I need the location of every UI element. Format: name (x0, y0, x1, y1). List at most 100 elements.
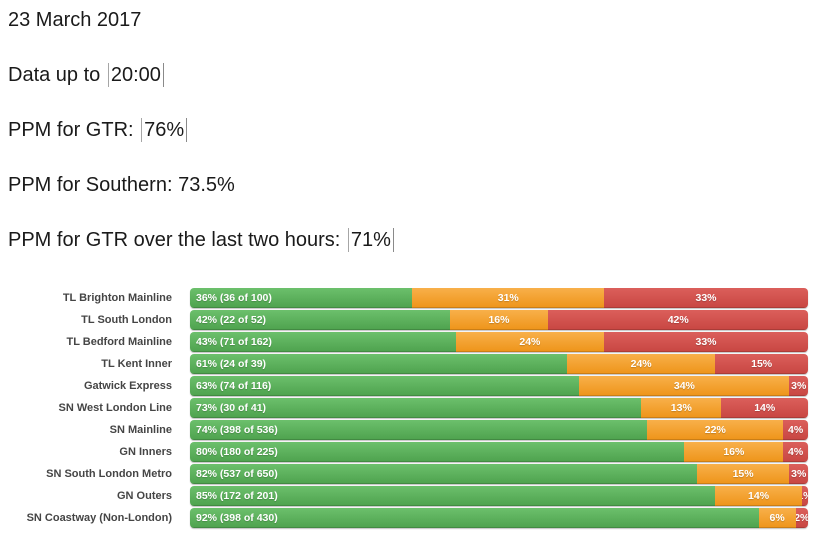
row-label: TL Bedford Mainline (66, 336, 172, 348)
chart-row: GN Inners 80% (180 of 225) 16% 4% (8, 442, 808, 462)
segment-red-label: 33% (695, 292, 717, 304)
chart-row: GN Outers 85% (172 of 201) 14% 1% (8, 486, 808, 506)
ppm-gtr-line: PPM for GTR: 76% (8, 118, 808, 142)
stacked-bar: 61% (24 of 39) 24% 15% (190, 354, 808, 374)
bar-segment-red: 3% (789, 464, 808, 484)
segment-green-label: 42% (22 of 52) (196, 314, 267, 326)
bar-segment-red: 33% (604, 332, 808, 352)
bar-segment-amber: 34% (579, 376, 790, 396)
data-up-to-field[interactable]: 20:00 (107, 63, 164, 87)
chart-row: SN South London Metro 82% (537 of 650) 1… (8, 464, 808, 484)
bar-segment-red: 3% (789, 376, 808, 396)
chart-row: SN Coastway (Non-London) 92% (398 of 430… (8, 508, 808, 528)
segment-amber-label: 15% (732, 468, 754, 480)
bar-segment-amber: 16% (684, 442, 784, 462)
bar-segment-red: 33% (604, 288, 808, 308)
ppm-gtr-field[interactable]: 76% (141, 118, 188, 142)
segment-red-label: 33% (695, 336, 717, 348)
segment-red-label: 3% (791, 380, 807, 392)
segment-amber-label: 31% (497, 292, 519, 304)
segment-red-label: 15% (751, 358, 773, 370)
segment-red-label: 4% (788, 446, 804, 458)
data-up-to-line: Data up to 20:00 (8, 63, 808, 87)
ppm-gtr-two-hours-label: PPM for GTR over the last two hours: (8, 229, 341, 251)
segment-red-label: 3% (791, 468, 807, 480)
segment-green-label: 92% (398 of 430) (196, 512, 278, 524)
segment-amber-label: 34% (673, 380, 695, 392)
stacked-bar: 36% (36 of 100) 31% 33% (190, 288, 808, 308)
row-label: SN Mainline (109, 424, 172, 436)
bar-segment-red: 4% (783, 420, 808, 440)
bar-segment-green: 73% (30 of 41) (190, 398, 642, 418)
bar-segment-green: 92% (398 of 430) (190, 508, 759, 528)
row-label: GN Outers (116, 490, 172, 502)
bar-segment-green: 43% (71 of 162) (190, 332, 456, 352)
segment-red-label: 1% (802, 490, 808, 502)
segment-green-label: 85% (172 of 201) (196, 490, 278, 502)
ppm-southern-line: PPM for Southern: 73.5% (8, 174, 808, 196)
bar-segment-red: 42% (548, 310, 808, 330)
segment-green-label: 82% (537 of 650) (196, 468, 278, 480)
stacked-bar: 73% (30 of 41) 13% 14% (190, 398, 808, 418)
segment-amber-label: 22% (704, 424, 726, 436)
chart-row: TL Brighton Mainline 36% (36 of 100) 31%… (8, 288, 808, 308)
bar-segment-red: 2% (795, 508, 808, 528)
segment-amber-label: 13% (670, 402, 692, 414)
bar-segment-green: 36% (36 of 100) (190, 288, 413, 308)
segment-amber-label: 24% (630, 358, 652, 370)
data-up-to-label: Data up to (8, 64, 101, 86)
segment-amber-label: 16% (723, 446, 745, 458)
row-label: TL Brighton Mainline (62, 292, 172, 304)
segment-green-label: 61% (24 of 39) (196, 358, 267, 370)
row-label: Gatwick Express (83, 380, 172, 392)
segment-green-label: 80% (180 of 225) (196, 446, 278, 458)
segment-red-label: 14% (754, 402, 776, 414)
bar-segment-amber: 24% (455, 332, 605, 352)
bar-segment-green: 63% (74 of 116) (190, 376, 580, 396)
chart-row: SN Mainline 74% (398 of 536) 22% 4% (8, 420, 808, 440)
stacked-bar: 43% (71 of 162) 24% 33% (190, 332, 808, 352)
bar-segment-amber: 16% (449, 310, 549, 330)
bar-segment-green: 74% (398 of 536) (190, 420, 648, 440)
segment-green-label: 43% (71 of 162) (196, 336, 272, 348)
segment-red-label: 4% (788, 424, 804, 436)
stacked-bar: 92% (398 of 430) 6% 2% (190, 508, 808, 528)
chart-row: Gatwick Express 63% (74 of 116) 34% 3% (8, 376, 808, 396)
row-label: SN West London Line (58, 402, 172, 414)
bar-segment-amber: 22% (647, 420, 784, 440)
bar-segment-amber: 31% (412, 288, 605, 308)
bar-segment-green: 61% (24 of 39) (190, 354, 567, 374)
chart-row: TL Bedford Mainline 43% (71 of 162) 24% … (8, 332, 808, 352)
bar-segment-green: 85% (172 of 201) (190, 486, 716, 506)
bar-segment-green: 42% (22 of 52) (190, 310, 450, 330)
bar-segment-amber: 6% (758, 508, 796, 528)
segment-amber-label: 16% (488, 314, 510, 326)
stacked-bar: 63% (74 of 116) 34% 3% (190, 376, 808, 396)
stacked-bar: 74% (398 of 536) 22% 4% (190, 420, 808, 440)
ppm-gtr-two-hours-field[interactable]: 71% (347, 228, 394, 252)
stacked-bar: 80% (180 of 225) 16% 4% (190, 442, 808, 462)
bar-segment-amber: 13% (641, 398, 722, 418)
bar-segment-amber: 15% (696, 464, 790, 484)
segment-amber-label: 6% (769, 512, 785, 524)
segment-red-label: 2% (795, 512, 808, 524)
segment-green-label: 36% (36 of 100) (196, 292, 272, 304)
segment-red-label: 42% (667, 314, 689, 326)
segment-amber-label: 24% (519, 336, 541, 348)
ppm-gtr-two-hours-line: PPM for GTR over the last two hours: 71% (8, 228, 808, 252)
segment-amber-label: 14% (748, 490, 770, 502)
row-label: TL South London (81, 314, 172, 326)
chart-row: TL South London 42% (22 of 52) 16% 42% (8, 310, 808, 330)
bar-segment-red: 14% (721, 398, 808, 418)
row-label: GN Inners (119, 446, 172, 458)
report-date: 23 March 2017 (8, 9, 142, 31)
chart-row: TL Kent Inner 61% (24 of 39) 24% 15% (8, 354, 808, 374)
stacked-bar: 42% (22 of 52) 16% 42% (190, 310, 808, 330)
chart-row: SN West London Line 73% (30 of 41) 13% 1… (8, 398, 808, 418)
bar-segment-red: 15% (715, 354, 808, 374)
bar-segment-green: 82% (537 of 650) (190, 464, 697, 484)
segment-green-label: 73% (30 of 41) (196, 402, 267, 414)
ppm-southern-label: PPM for Southern: (8, 174, 173, 196)
bar-segment-amber: 24% (566, 354, 716, 374)
bar-segment-red: 4% (783, 442, 808, 462)
